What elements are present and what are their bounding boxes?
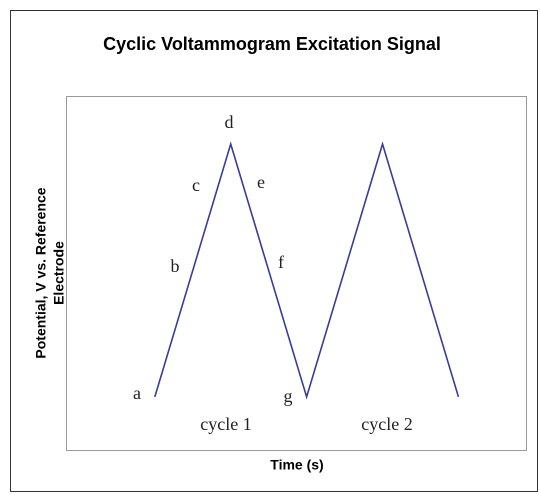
annotation: d [225, 112, 234, 132]
annotation: c [192, 175, 200, 195]
annotation: a [133, 383, 141, 403]
annotation: f [278, 252, 284, 272]
chart-title: Cyclic Voltammogram Excitation Signal [103, 34, 441, 54]
annotation: b [171, 256, 180, 276]
x-axis-label: Time (s) [270, 457, 323, 473]
annotation: e [257, 172, 265, 192]
annotation: g [284, 386, 293, 406]
y-axis-label: Potential, V vs. Reference [33, 187, 49, 358]
annotation: cycle 2 [361, 414, 412, 434]
line [154, 141, 460, 400]
annotation: cycle 1 [200, 414, 251, 434]
y-axis-label: Electrode [51, 241, 67, 305]
plot-area [66, 96, 527, 451]
